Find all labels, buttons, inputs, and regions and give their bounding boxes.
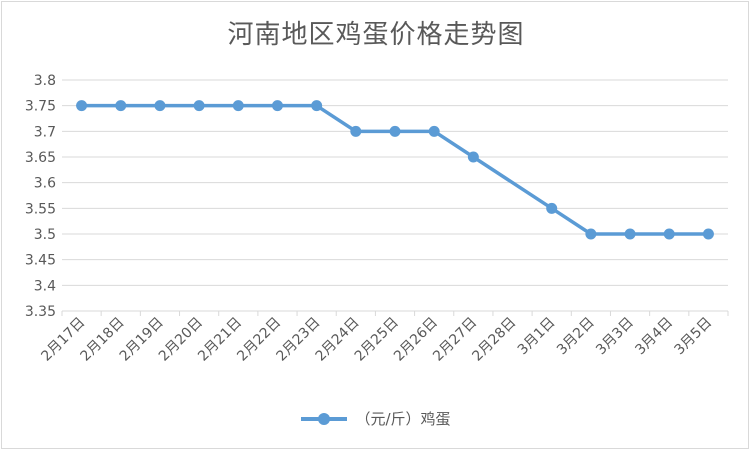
data-point xyxy=(311,100,323,112)
x-tick-label: 3月4日 xyxy=(632,315,676,359)
data-point xyxy=(428,125,440,137)
data-point xyxy=(350,125,362,137)
y-tick-label: 3.35 xyxy=(25,304,56,320)
data-point xyxy=(271,100,283,112)
data-point xyxy=(467,151,479,163)
x-tick-label: 3月3日 xyxy=(593,315,637,359)
data-point xyxy=(663,228,675,240)
legend-label: （元/斤）鸡蛋 xyxy=(355,410,451,428)
y-tick-label: 3.8 xyxy=(34,73,56,89)
data-point xyxy=(154,100,166,112)
y-tick-label: 3.7 xyxy=(34,124,56,140)
data-point xyxy=(702,228,714,240)
x-tick-label: 3月2日 xyxy=(554,315,598,359)
data-point xyxy=(76,100,88,112)
data-point xyxy=(546,202,558,214)
chart-title: 河南地区鸡蛋价格走势图 xyxy=(227,20,525,50)
legend-swatch xyxy=(301,412,348,426)
y-axis-ticks: 3.35 3.4 3.45 3.5 3.55 3.6 3.65 3.7 3.75 3.8 xyxy=(25,73,56,320)
x-tick-label: 2月28日 xyxy=(469,315,519,365)
x-tick-label: 3月5日 xyxy=(672,315,716,359)
series-line xyxy=(81,103,709,236)
y-tick-label: 3.65 xyxy=(25,150,56,166)
data-point xyxy=(232,100,244,112)
y-tick-label: 3.55 xyxy=(25,201,56,217)
y-tick-label: 3.6 xyxy=(34,176,56,192)
x-axis-ticks: 2月17日2月18日2月19日2月20日2月21日2月22日2月23日2月24日… xyxy=(38,311,729,365)
y-tick-label: 3.75 xyxy=(25,99,56,115)
y-tick-label: 3.4 xyxy=(34,278,56,294)
y-tick-label: 3.45 xyxy=(25,253,56,269)
data-point xyxy=(585,228,597,240)
data-point xyxy=(115,100,127,112)
series-group xyxy=(76,100,714,240)
grid-lines xyxy=(62,79,728,312)
y-tick-label: 3.5 xyxy=(34,227,56,243)
data-point xyxy=(193,100,205,112)
legend: （元/斤）鸡蛋 xyxy=(0,408,752,429)
data-point xyxy=(624,228,636,240)
data-point xyxy=(389,125,401,137)
x-tick-label: 3月1日 xyxy=(515,315,559,359)
